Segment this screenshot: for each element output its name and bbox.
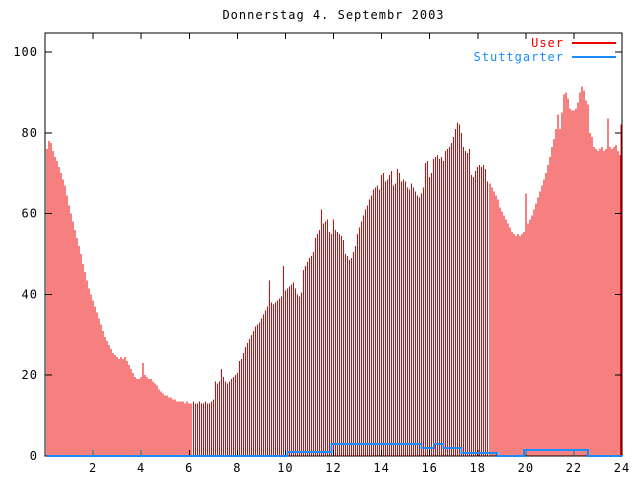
x-tick-label: 18 [470,461,486,475]
x-tick-label: 20 [518,461,534,475]
y-tick-label: 100 [13,45,38,59]
stuttgarter-line-sample [572,56,616,58]
legend-label-user: User [531,36,564,50]
x-tick-label: 10 [277,461,293,475]
stuttgarter-line [46,442,622,457]
x-tick-label: 2 [89,461,97,475]
user-line-sample [572,42,616,44]
x-tick-label: 6 [185,461,193,475]
x-tick-label: 24 [614,461,630,475]
y-tick-label: 60 [22,207,38,221]
y-tick-label: 80 [22,126,38,140]
legend-item-user: User [474,36,616,50]
y-tick-label: 0 [30,449,38,463]
legend-item-stuttgarter: Stuttgarter [474,50,616,64]
legend: User Stuttgarter [474,36,616,64]
x-tick-label: 4 [137,461,145,475]
chart-title: Donnerstag 4. Septembr 2003 [222,8,445,22]
x-tick-label: 22 [566,461,582,475]
y-tick-label: 20 [22,368,38,382]
y-tick-label: 40 [22,287,38,301]
x-tick-label: 16 [421,461,437,475]
x-tick-label: 12 [325,461,341,475]
x-tick-label: 14 [373,461,389,475]
x-tick-label: 8 [233,461,241,475]
legend-label-stuttgarter: Stuttgarter [473,50,564,64]
